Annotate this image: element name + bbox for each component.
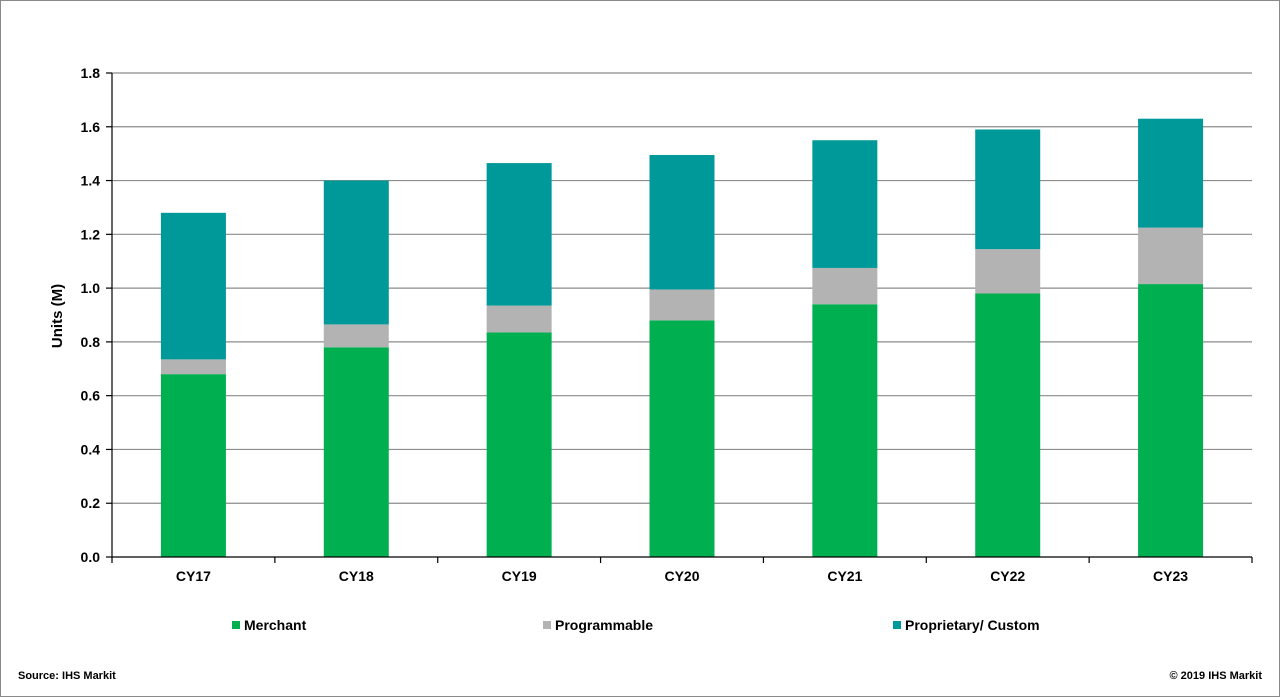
x-tick-label: CY23 bbox=[1153, 568, 1188, 584]
legend-swatch bbox=[543, 621, 551, 629]
copyright-note: © 2019 IHS Markit bbox=[1169, 670, 1262, 682]
legend-item: Proprietary/ Custom bbox=[893, 617, 1040, 633]
x-tick-label: CY18 bbox=[339, 568, 374, 584]
bar-proprietary-custom-cy21 bbox=[812, 140, 878, 268]
y-tick-label: 0.2 bbox=[81, 495, 101, 511]
axes: 0.0 0.2 0.4 0.6 0.8 1.0 1.2 1.4 1.6 1.8 CY17 CY18 CY… bbox=[81, 65, 1253, 584]
bar-programmable-cy17 bbox=[160, 359, 226, 375]
x-tick-label: CY21 bbox=[827, 568, 862, 584]
legend-swatch bbox=[232, 621, 240, 629]
x-tick-label: CY19 bbox=[502, 568, 537, 584]
y-tick-label: 1.8 bbox=[81, 65, 101, 81]
y-tick-label: 0.6 bbox=[81, 388, 101, 404]
bar-programmable-cy19 bbox=[486, 305, 552, 333]
legend-label: Programmable bbox=[555, 617, 654, 633]
legend: Merchant Programmable Proprietary/ Custom bbox=[0, 617, 1280, 637]
bar-proprietary-custom-cy18 bbox=[323, 180, 389, 325]
bar-programmable-cy21 bbox=[812, 267, 878, 305]
y-axis-title: Units (M) bbox=[49, 284, 66, 348]
legend-item: Merchant bbox=[232, 617, 306, 633]
bar-programmable-cy18 bbox=[323, 324, 389, 348]
legend-label: Proprietary/ Custom bbox=[905, 617, 1040, 633]
bar-proprietary-custom-cy17 bbox=[160, 212, 226, 360]
bar-merchant-cy21 bbox=[812, 304, 878, 557]
bar-programmable-cy20 bbox=[649, 289, 715, 321]
x-tick-label: CY20 bbox=[664, 568, 699, 584]
bar-programmable-cy22 bbox=[975, 249, 1041, 294]
source-note: Source: IHS Markit bbox=[18, 670, 116, 682]
bar-programmable-cy23 bbox=[1138, 227, 1204, 285]
y-tick-label: 1.0 bbox=[81, 280, 101, 296]
legend-swatch bbox=[893, 621, 901, 629]
y-tick-label: 0.8 bbox=[81, 334, 101, 350]
bar-merchant-cy23 bbox=[1138, 284, 1204, 557]
bar-proprietary-custom-cy19 bbox=[486, 163, 552, 306]
y-tick-label: 1.6 bbox=[81, 119, 101, 135]
legend-item: Programmable bbox=[543, 617, 653, 633]
x-tick-label: CY17 bbox=[176, 568, 211, 584]
y-tick-label: 0.4 bbox=[81, 441, 101, 457]
x-tick-label: CY22 bbox=[990, 568, 1025, 584]
y-tick-label: 1.2 bbox=[81, 226, 101, 242]
y-tick-label: 1.4 bbox=[81, 173, 101, 189]
bars bbox=[160, 118, 1204, 557]
bar-proprietary-custom-cy22 bbox=[975, 129, 1041, 250]
y-tick-label: 0.0 bbox=[81, 549, 101, 565]
bar-merchant-cy17 bbox=[160, 374, 226, 557]
bar-merchant-cy20 bbox=[649, 320, 715, 557]
bar-merchant-cy19 bbox=[486, 332, 552, 557]
bar-merchant-cy18 bbox=[323, 347, 389, 557]
legend-label: Merchant bbox=[244, 617, 307, 633]
bar-proprietary-custom-cy23 bbox=[1138, 118, 1204, 228]
bar-proprietary-custom-cy20 bbox=[649, 155, 715, 290]
bar-merchant-cy22 bbox=[975, 293, 1041, 557]
